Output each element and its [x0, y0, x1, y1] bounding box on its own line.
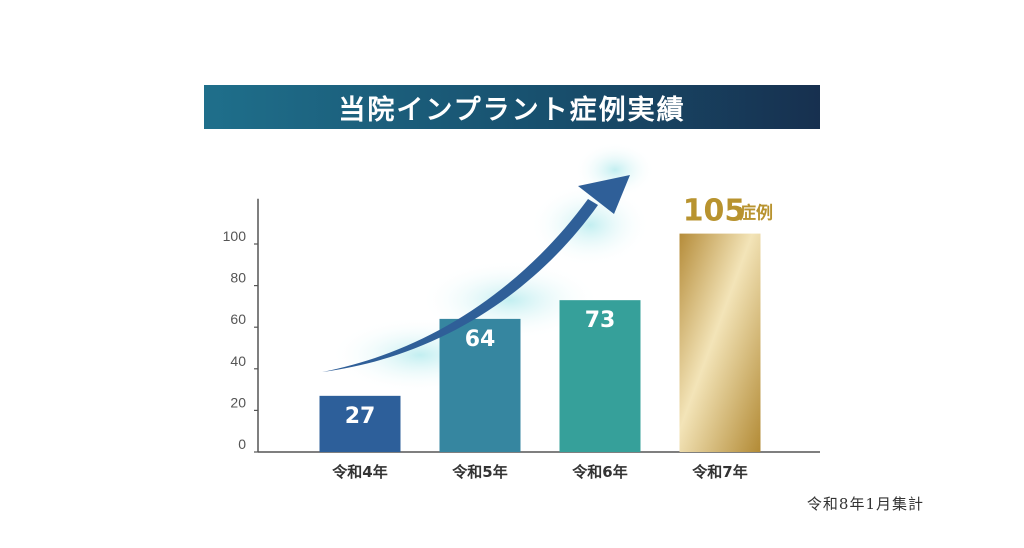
bar-value-unit: 症例 [739, 203, 773, 224]
y-tick-label: 0 [238, 436, 246, 452]
trend-arrow-head-icon [578, 175, 630, 214]
y-tick-label: 80 [230, 270, 246, 286]
chart-title: 当院インプラント症例実績 [338, 94, 686, 126]
x-tick-label: 令和7年 [692, 463, 747, 481]
bar-令和4年 [319, 395, 401, 452]
y-tick-label: 60 [230, 311, 246, 327]
footnote: 令和8年1月集計 [806, 495, 924, 513]
bar-value-label: 105 [683, 194, 746, 229]
y-tick-label: 100 [223, 228, 247, 244]
bar-令和7年 [679, 233, 761, 452]
bar-value-label: 27 [345, 404, 376, 429]
x-tick-label: 令和4年 [332, 463, 387, 481]
bar-令和6年 [559, 300, 641, 452]
title-banner: 当院インプラント症例実績 [204, 85, 820, 129]
y-tick-label: 40 [230, 353, 246, 369]
x-tick-label: 令和5年 [452, 463, 507, 481]
bar-value-label: 73 [585, 308, 616, 333]
bar-value-label: 64 [465, 327, 496, 352]
x-tick-label: 令和6年 [572, 463, 627, 481]
bar-令和5年 [439, 318, 521, 452]
y-tick-label: 20 [230, 394, 246, 410]
